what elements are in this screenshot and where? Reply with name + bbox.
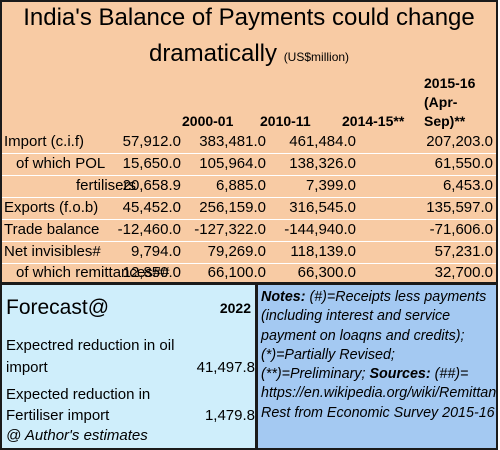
- cell: 66,100.0: [207, 264, 266, 281]
- cell: 316,545.0: [289, 199, 356, 216]
- cell: 9,794.0: [130, 243, 181, 260]
- oil-reduction-value: 41,497.8: [196, 359, 255, 376]
- col-header-2010-11: 2010-11: [260, 113, 311, 129]
- title-dramatically: dramatically: [148, 40, 278, 67]
- cell: -144,940.0: [284, 221, 356, 238]
- forecast-title: Forecast@: [6, 296, 110, 319]
- sources-heading: Sources:: [369, 366, 431, 383]
- cell: 461,484.0: [289, 133, 356, 150]
- forecast-year: 2022: [219, 300, 251, 316]
- table-row-net-invisibles: Net invisibles# 9,794.0 79,269.0 118,139…: [2, 242, 496, 264]
- cell: 383,481.0: [199, 133, 266, 150]
- cell: 12,850.0: [122, 264, 181, 281]
- table-row-pol: of which POL 15,650.0 105,964.0 138,326.…: [2, 154, 496, 176]
- cell: 61,550.0: [434, 155, 493, 172]
- table-row-fertilisers: fertilisers 20,658.9 6,885.0 7,399.0 6,4…: [2, 176, 496, 198]
- cell: 6,885.0: [215, 177, 266, 194]
- author-estimates-note: @ Author's estimates: [6, 427, 148, 444]
- title-line-1: India's Balance of Payments could change: [23, 4, 475, 31]
- cell: -71,606.0: [429, 221, 493, 238]
- cell: 57,912.0: [122, 133, 181, 150]
- cell: 256,159.0: [199, 199, 266, 216]
- cell: 79,269.0: [207, 243, 266, 260]
- cell: 105,964.0: [199, 155, 266, 172]
- cell: 207,203.0: [426, 133, 493, 150]
- row-label: Trade balance: [4, 221, 100, 238]
- table-row-remittances: of which remittances## 12,850.0 66,100.0…: [2, 264, 496, 286]
- cell: 57,231.0: [434, 243, 493, 260]
- cell: 6,453.0: [442, 177, 493, 194]
- cell: 118,139.0: [290, 243, 356, 260]
- notes-text: Notes: (#)=Receipts less payments (inclu…: [261, 288, 496, 423]
- fertiliser-reduction-label: Expected reduction in: [6, 386, 151, 403]
- col-header-2015-16-line1: 2015-16: [424, 75, 476, 91]
- cell: 66,300.0: [297, 264, 356, 281]
- cell: 15,650.0: [122, 155, 181, 172]
- table-row-trade-balance: Trade balance -12,460.0 -127,322.0 -144,…: [2, 220, 496, 242]
- row-label: fertilisers: [76, 177, 137, 194]
- cell: 32,700.0: [434, 264, 493, 281]
- fertiliser-reduction-label-2: Fertiliser import: [6, 407, 110, 424]
- cell: 138,326.0: [289, 155, 356, 172]
- row-label: of which remittances##: [16, 264, 170, 281]
- sources-body: (##)= https://en.wikipedia.org/wiki/Remi…: [261, 366, 497, 421]
- oil-reduction-label-2: import: [6, 359, 48, 376]
- col-header-2015-16-line2: (Apr-: [424, 94, 458, 110]
- cell: 45,452.0: [122, 199, 181, 216]
- cell: -12,460.0: [117, 221, 181, 238]
- col-header-2000-01: 2000-01: [182, 113, 234, 129]
- forecast-panel: Forecast@ 2022 Expectred reduction in oi…: [2, 284, 258, 448]
- col-header-2015-16: 2015-16 (Apr- Sep)**: [424, 74, 475, 131]
- panel-divider: [2, 282, 496, 285]
- oil-reduction-label: Expectred reduction in oil: [6, 337, 175, 354]
- row-label: Net invisibles#: [4, 243, 101, 260]
- notes-body: (#)=Receipts less payments (including in…: [261, 289, 487, 383]
- notes-panel: Notes: (#)=Receipts less payments (inclu…: [258, 284, 496, 448]
- unit-label: (US$million): [283, 50, 350, 64]
- cell: 7,399.0: [305, 177, 356, 194]
- table-row-exports: Exports (f.o.b) 45,452.0 256,159.0 316,5…: [2, 198, 496, 220]
- row-label: Import (c.i.f): [4, 133, 85, 150]
- row-label: Exports (f.o.b): [4, 199, 99, 216]
- cell: -127,322.0: [194, 221, 266, 238]
- fertiliser-reduction-value: 1,479.8: [204, 407, 255, 424]
- notes-heading: Notes:: [261, 289, 306, 305]
- col-header-2015-16-line3: Sep)**: [424, 113, 466, 129]
- table-row-import: Import (c.i.f) 57,912.0 383,481.0 461,48…: [2, 132, 496, 154]
- cell: 135,597.0: [426, 199, 493, 216]
- row-label: of which POL: [16, 155, 106, 172]
- title-line-2: dramatically (US$million): [2, 40, 496, 71]
- col-header-2014-15: 2014-15**: [342, 113, 405, 129]
- cell: 20,658.9: [122, 177, 181, 194]
